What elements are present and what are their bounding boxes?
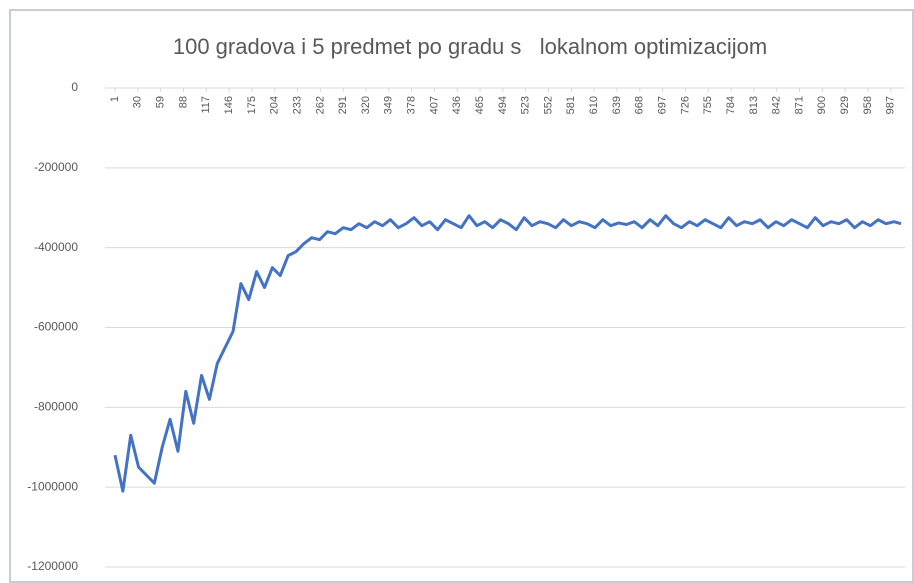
y-tick-label: -1000000 [27, 479, 78, 493]
line-series [113, 214, 902, 493]
x-tick-label: 494 [497, 96, 509, 114]
x-tick-label: 59 [155, 96, 167, 108]
y-tick-label: -400000 [34, 240, 78, 254]
x-tick-label: 233 [291, 96, 303, 114]
y-tick-label: -800000 [34, 400, 78, 414]
x-tick-label: 697 [657, 96, 669, 114]
frame [9, 9, 914, 583]
y-tick-label: -600000 [34, 320, 78, 334]
x-tick-label: 175 [246, 96, 258, 114]
x-tick-label: 523 [520, 96, 532, 114]
x-tick-label: 726 [679, 96, 691, 114]
x-tick-label: 1 [109, 96, 121, 102]
y-tick-label: 0 [71, 80, 78, 94]
x-tick-label: 784 [725, 96, 737, 114]
x-tick-label: 639 [611, 96, 623, 114]
x-tick-label: 929 [839, 96, 851, 114]
x-tick-label: 842 [771, 96, 783, 114]
x-tick-label: 755 [702, 96, 714, 114]
x-tick-label: 262 [314, 96, 326, 114]
x-tick-label: 320 [360, 96, 372, 114]
chart-title: 100 gradova i 5 predmet po gradu s lokal… [173, 34, 767, 59]
x-tick-label: 436 [451, 96, 463, 114]
x-tick-label: 610 [588, 96, 600, 114]
x-tick-label: 204 [269, 96, 281, 114]
x-tick-label: 900 [816, 96, 828, 114]
x-tick-label: 291 [337, 96, 349, 114]
x-tick-label: 30 [132, 96, 144, 108]
x-tick-label: 813 [748, 96, 760, 114]
x-tick-label: 958 [862, 96, 874, 114]
y-tick-label: -200000 [34, 160, 78, 174]
x-tick-label: 407 [428, 96, 440, 114]
x-tick-label: 581 [565, 96, 577, 114]
x-tick-label: 871 [793, 96, 805, 114]
x-tick-label: 378 [406, 96, 418, 114]
x-tick-label: 987 [885, 96, 897, 114]
x-tick-label: 465 [474, 96, 486, 114]
x-tick-label: 146 [223, 96, 235, 114]
y-tick-label: -1200000 [27, 559, 78, 573]
x-tick-label: 349 [383, 96, 395, 114]
x-tick-label: 117 [200, 96, 212, 114]
x-tick-label: 668 [634, 96, 646, 114]
x-tick-label: 552 [542, 96, 554, 114]
x-tick-label: 88 [177, 96, 189, 108]
